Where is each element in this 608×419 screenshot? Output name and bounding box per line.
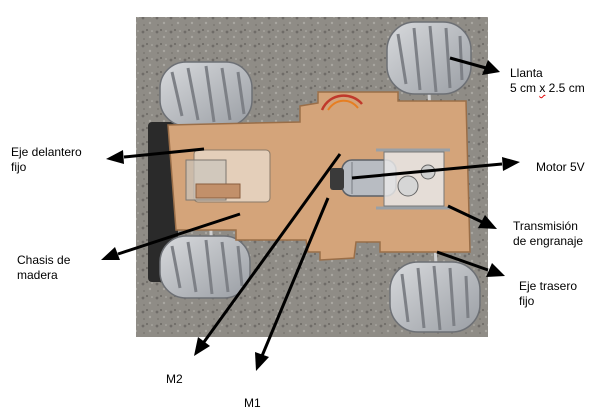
arrow-eje-delantero (123, 147, 205, 159)
front-axle-holder (185, 149, 271, 203)
arrow-transmision-head (478, 215, 497, 229)
label-transmision-line2: de engranaje (513, 234, 584, 248)
label-chasis: Chasis de madera (17, 253, 70, 283)
arrow-m2 (202, 153, 342, 343)
label-eje-trasero-line1: Eje trasero (519, 279, 578, 293)
label-llanta-line2-x: x (539, 81, 546, 95)
label-eje-trasero-line2: fijo (519, 294, 535, 308)
label-transmision: Transmisión de engranaje (513, 219, 583, 249)
label-eje-delantero-line2: fijo (11, 160, 27, 174)
label-eje-delantero: Eje delantero fijo (11, 145, 82, 175)
tire-front-bottom (159, 235, 251, 299)
label-m2-line1: M2 (166, 372, 183, 386)
wood-chassis (167, 91, 471, 261)
arrow-m1 (260, 197, 330, 357)
label-eje-trasero: Eje trasero fijo (519, 279, 577, 309)
annotation-arrows (101, 56, 520, 371)
arrow-llanta (449, 56, 487, 70)
label-chasis-line1: Chasis de (17, 253, 71, 267)
gearbox (376, 148, 450, 210)
label-chasis-line2: madera (17, 268, 58, 282)
label-llanta-line2-b: 2.5 cm (545, 81, 585, 95)
tire-front-top (159, 61, 253, 127)
motor-body (330, 159, 397, 197)
tire-rear-top (386, 21, 472, 95)
label-transmision-line1: Transmisión (513, 219, 578, 233)
arrow-eje-delantero-head (106, 150, 124, 164)
arrow-chasis-head (101, 247, 120, 260)
arrow-chasis (117, 212, 241, 256)
arrow-eje-trasero-head (486, 263, 505, 277)
arrow-eje-trasero (436, 250, 489, 272)
label-m2: M2 (166, 372, 183, 387)
label-motor-line1: Motor 5V (536, 160, 585, 174)
arrow-motor (351, 162, 503, 180)
motor-wires (320, 94, 363, 111)
label-llanta-line2-a: 5 cm (510, 81, 540, 95)
arrow-transmision (447, 204, 483, 224)
label-llanta-line1: Llanta (510, 66, 543, 80)
arrow-m1-head (255, 352, 269, 371)
label-eje-delantero-line1: Eje delantero (11, 145, 82, 159)
arrow-m2-head (194, 337, 210, 356)
label-m1-line1: M1 (244, 396, 261, 410)
label-llanta-line2: 5 cm x 2.5 cm (510, 81, 585, 96)
tire-rear-bottom (389, 261, 481, 333)
label-llanta: Llanta 5 cm x 2.5 cm (510, 66, 585, 96)
arrow-motor-head (502, 157, 520, 171)
label-motor: Motor 5V (536, 160, 585, 175)
arrow-llanta-head (482, 60, 500, 75)
label-m1: M1 (244, 396, 261, 411)
motor-wire-2 (327, 99, 359, 111)
